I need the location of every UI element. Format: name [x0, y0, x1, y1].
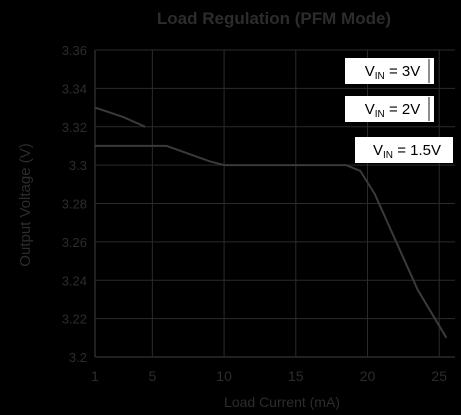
y-tick-label: 3.22	[62, 312, 87, 327]
y-axis-title: Output Voltage (V)	[17, 143, 34, 266]
y-tick-label: 3.24	[62, 273, 87, 288]
x-axis-title: Load Current (mA)	[224, 394, 340, 410]
series-label-box	[345, 58, 434, 84]
y-tick-label: 3.32	[62, 120, 87, 135]
x-tick-label: 10	[216, 368, 232, 384]
y-tick-label: 3.3	[69, 158, 87, 173]
y-tick-label: 3.2	[69, 350, 87, 365]
series-label-box	[345, 96, 434, 122]
series-label: VIN = 2V	[365, 101, 420, 120]
x-tick-label: 5	[148, 368, 156, 384]
series-line-1	[94, 106, 146, 128]
series-label: VIN = 1.5V	[373, 142, 441, 161]
series-line-2	[95, 144, 225, 167]
x-tick-label: 25	[431, 368, 447, 384]
y-tick-label: 3.26	[62, 235, 87, 250]
y-tick-label: 3.34	[62, 81, 87, 96]
series-line-3	[224, 164, 448, 339]
x-tick-label: 1	[91, 368, 99, 384]
series-label-box	[355, 137, 453, 163]
y-tick-label: 3.36	[62, 43, 87, 58]
chart-title: Load Regulation (PFM Mode)	[157, 9, 391, 28]
y-tick-label: 3.28	[62, 197, 87, 212]
x-tick-label: 20	[360, 368, 376, 384]
x-tick-label: 15	[288, 368, 304, 384]
series-label: VIN = 3V	[365, 63, 420, 82]
